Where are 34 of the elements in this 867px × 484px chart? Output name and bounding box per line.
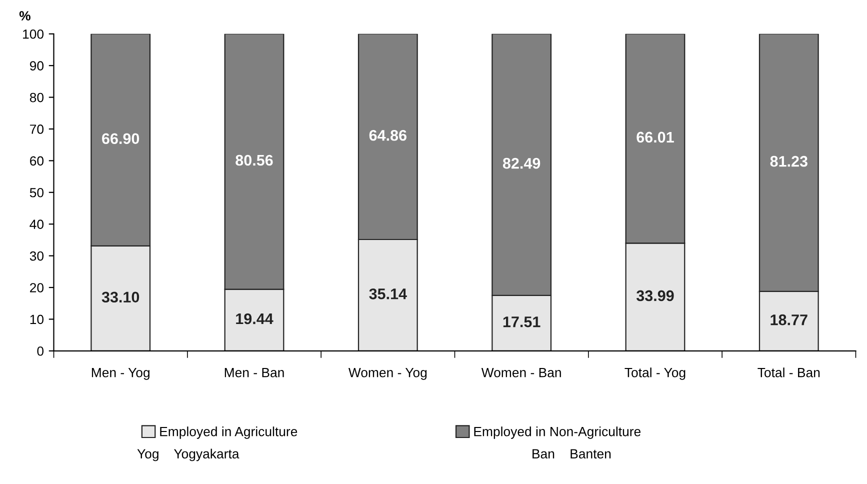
y-tick-label: 60 [30, 156, 44, 166]
x-tick-label: Total - Ban [758, 368, 820, 378]
x-tick-label: Men - Yog [92, 368, 150, 380]
x-tick-label: Men - Ban [224, 368, 284, 378]
data-label: 35.14 [369, 288, 407, 300]
y-tick-label: 10 [30, 314, 44, 324]
legend-label: Employed in Agriculture [160, 426, 298, 439]
y-tick-label: 30 [30, 251, 44, 261]
y-tick-label: 50 [30, 188, 44, 198]
text: Ban Banten [532, 449, 611, 458]
y-tick-label: 100 [23, 29, 44, 39]
data-label: 19.44 [236, 313, 274, 324]
data-label: 66.90 [102, 133, 140, 144]
y-axis-title: % [19, 11, 30, 20]
data-label: 17.51 [503, 316, 540, 328]
data-label: 82.49 [502, 158, 540, 169]
data-label: 66.01 [636, 132, 674, 143]
x-tick-label: Total - Yog [624, 368, 686, 380]
y-tick-label: 0 [37, 346, 44, 356]
y-tick-label: 70 [30, 124, 44, 134]
x-tick-label: Women - Ban [481, 368, 561, 378]
y-tick-label: 90 [30, 61, 44, 70]
data-label: 33.10 [102, 292, 140, 303]
y-tick-label: 20 [30, 283, 44, 292]
y-tick-label: 80 [30, 92, 44, 102]
data-label: 81.23 [770, 156, 808, 167]
x-tick-label: Women - Yog [348, 368, 427, 380]
y-tick-label: 40 [30, 220, 44, 230]
legend-label: Employed in Non-Agriculture [474, 426, 641, 439]
data-label: 18.77 [770, 314, 808, 326]
data-label: 64.86 [369, 130, 406, 141]
data-label: 33.99 [636, 290, 674, 302]
text: Yog Yogyakarta [137, 448, 240, 462]
data-label: 80.56 [236, 154, 273, 166]
